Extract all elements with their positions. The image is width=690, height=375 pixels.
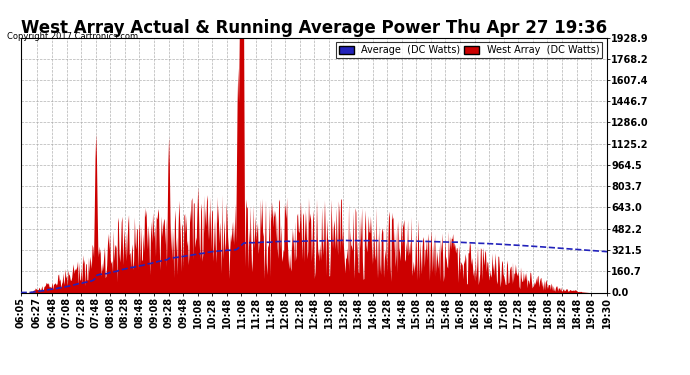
Legend: Average  (DC Watts), West Array  (DC Watts): Average (DC Watts), West Array (DC Watts… (336, 42, 602, 58)
Text: Copyright 2017 Cartronics.com: Copyright 2017 Cartronics.com (7, 32, 138, 41)
Title: West Array Actual & Running Average Power Thu Apr 27 19:36: West Array Actual & Running Average Powe… (21, 20, 607, 38)
